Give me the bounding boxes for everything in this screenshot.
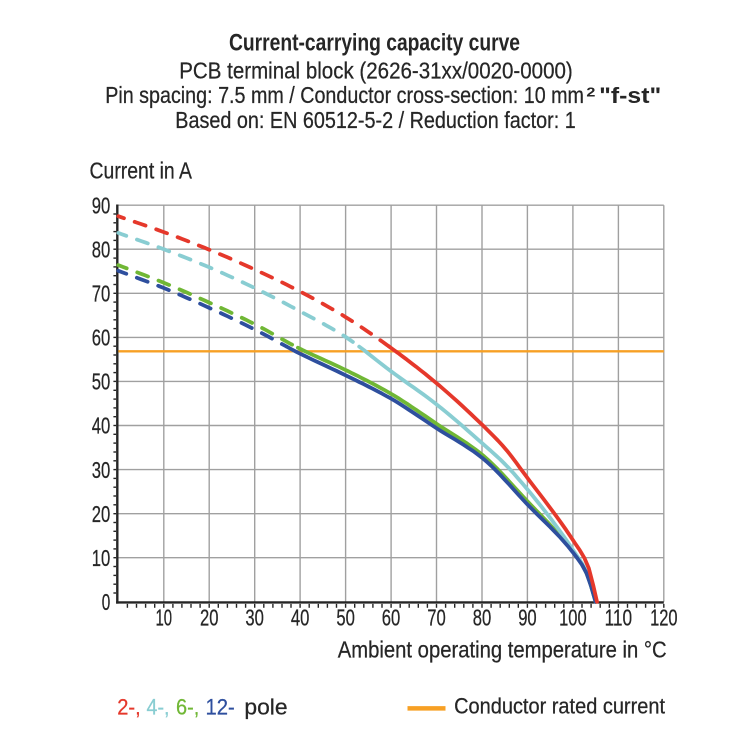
svg-text:30: 30 xyxy=(92,457,111,483)
svg-text:0: 0 xyxy=(102,589,111,615)
svg-text:Based on: EN 60512-5-2 / Reduc: Based on: EN 60512-5-2 / Reduction facto… xyxy=(175,107,575,133)
svg-text:110: 110 xyxy=(605,605,633,631)
svg-text:30: 30 xyxy=(245,605,264,631)
svg-text:Current in A: Current in A xyxy=(90,157,193,183)
svg-text:pole: pole xyxy=(244,694,287,719)
svg-text:70: 70 xyxy=(427,605,446,631)
svg-text:50: 50 xyxy=(92,369,111,395)
svg-text:120: 120 xyxy=(650,605,678,631)
svg-text:6-,: 6-, xyxy=(176,694,199,719)
svg-text:60: 60 xyxy=(92,325,111,351)
svg-text:50: 50 xyxy=(336,605,355,631)
svg-text:40: 40 xyxy=(92,413,111,439)
svg-text:Current-carrying capacity curv: Current-carrying capacity curve xyxy=(229,29,520,56)
svg-text:"f-st": "f-st" xyxy=(599,83,661,108)
svg-text:20: 20 xyxy=(200,605,219,631)
svg-text:4-,: 4-, xyxy=(147,694,170,719)
svg-text:100: 100 xyxy=(559,605,587,631)
svg-text:70: 70 xyxy=(92,281,111,307)
svg-text:Ambient operating temperature: Ambient operating temperature in °C xyxy=(338,637,667,663)
svg-text:2-,: 2-, xyxy=(117,694,141,719)
svg-text:80: 80 xyxy=(473,605,492,631)
svg-text:Pin spacing: 7.5 mm / Conducto: Pin spacing: 7.5 mm / Conductor cross-se… xyxy=(105,82,584,108)
svg-text:40: 40 xyxy=(291,605,310,631)
svg-text:12-: 12- xyxy=(206,694,235,719)
svg-text:90: 90 xyxy=(92,192,111,218)
svg-text:60: 60 xyxy=(382,605,401,631)
svg-text:20: 20 xyxy=(92,501,111,527)
svg-text:10: 10 xyxy=(92,545,111,571)
svg-text:PCB terminal block (2626-31xx/: PCB terminal block (2626-31xx/0020-0000) xyxy=(179,57,573,83)
svg-text:90: 90 xyxy=(518,605,537,631)
svg-text:2: 2 xyxy=(586,86,595,100)
svg-text:Conductor rated current: Conductor rated current xyxy=(454,694,666,719)
svg-text:80: 80 xyxy=(92,236,111,262)
svg-text:10: 10 xyxy=(155,605,172,631)
